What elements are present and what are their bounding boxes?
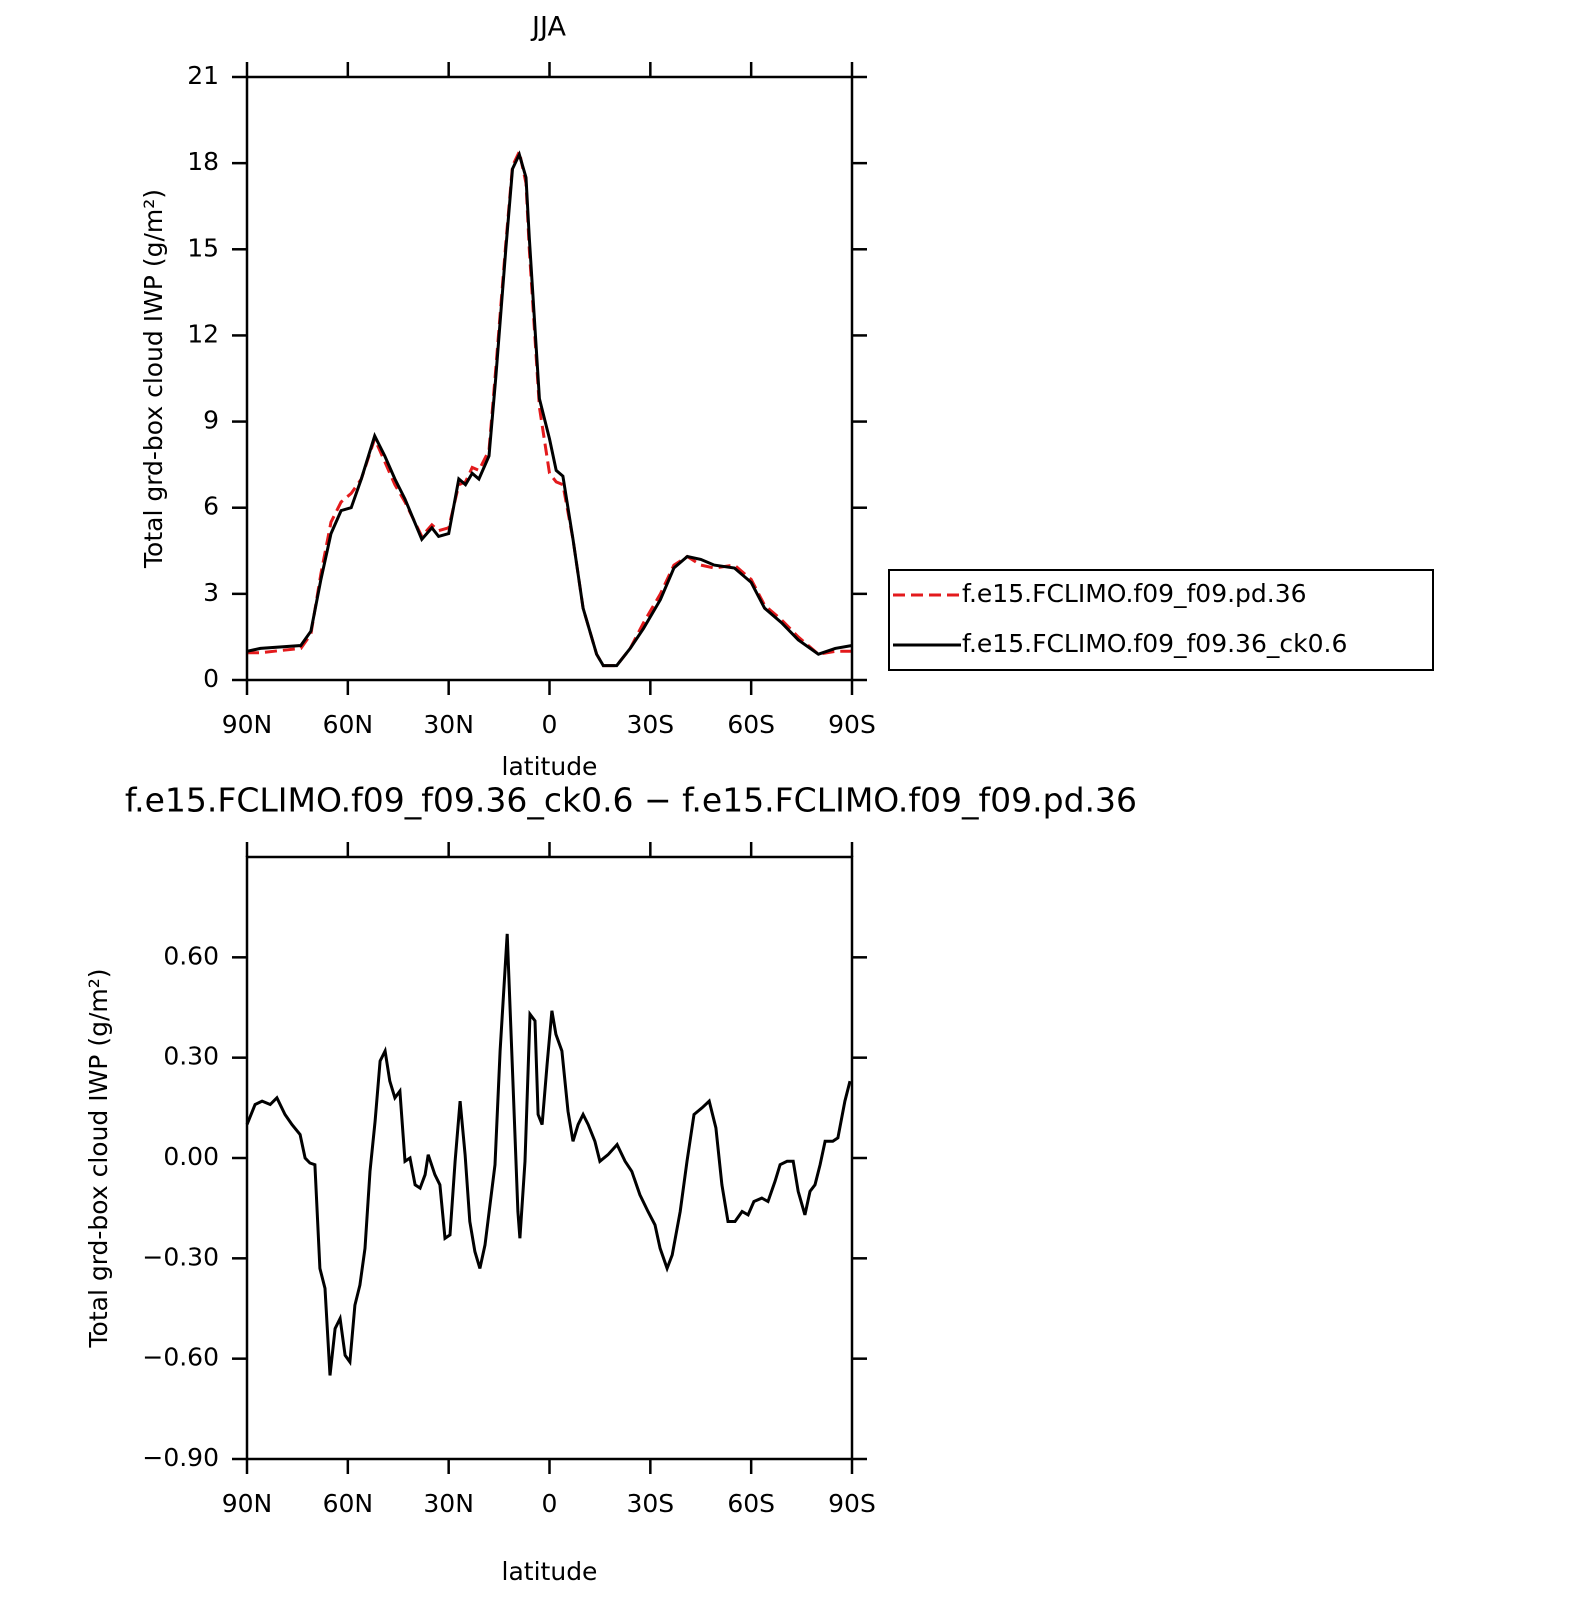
x-tick-label: 30S bbox=[626, 710, 674, 739]
y-tick-label: 9 bbox=[203, 406, 219, 435]
plot-frame bbox=[245, 855, 854, 1461]
y-tick-label: 6 bbox=[203, 492, 219, 521]
y-tick-label: 3 bbox=[203, 578, 219, 607]
y-tick-label: 12 bbox=[187, 319, 219, 348]
y-tick-label: 18 bbox=[187, 147, 219, 176]
x-tick-label: 60S bbox=[727, 1489, 775, 1518]
x-tick-label: 60N bbox=[323, 710, 374, 739]
legend-label: f.e15.FCLIMO.f09_f09.pd.36 bbox=[962, 579, 1307, 608]
legend-label: f.e15.FCLIMO.f09_f09.36_ck0.6 bbox=[962, 629, 1347, 658]
y-axis-label: Total grd-box cloud IWP (g/m²) bbox=[139, 189, 168, 569]
x-tick-label: 0 bbox=[542, 1489, 558, 1518]
x-tick-label: 30N bbox=[423, 1489, 474, 1518]
x-axis-label: latitude bbox=[502, 1557, 598, 1586]
x-tick-label: 90S bbox=[828, 1489, 876, 1518]
y-tick-label: 21 bbox=[187, 61, 219, 90]
x-tick-label: 30N bbox=[423, 710, 474, 739]
x-tick-label: 0 bbox=[542, 710, 558, 739]
y-tick-label: 15 bbox=[187, 233, 219, 262]
x-axis-label: latitude bbox=[502, 752, 598, 781]
y-tick-label: −0.30 bbox=[142, 1242, 219, 1271]
chart-title: f.e15.FCLIMO.f09_f09.36_ck0.6 − f.e15.FC… bbox=[125, 781, 1137, 820]
x-tick-label: 90N bbox=[222, 710, 273, 739]
y-tick-label: 0 bbox=[203, 664, 219, 693]
x-tick-label: 90S bbox=[828, 710, 876, 739]
x-tick-label: 60N bbox=[323, 1489, 374, 1518]
y-axis-label: Total grd-box cloud IWP (g/m²) bbox=[84, 968, 113, 1348]
data-line bbox=[247, 147, 852, 668]
y-tick-label: 0.60 bbox=[163, 941, 219, 970]
legend-box bbox=[888, 569, 1434, 671]
y-tick-label: −0.90 bbox=[142, 1443, 219, 1472]
x-tick-label: 30S bbox=[626, 1489, 674, 1518]
x-tick-label: 90N bbox=[222, 1489, 273, 1518]
plot-frame bbox=[245, 75, 854, 682]
y-tick-label: −0.60 bbox=[142, 1343, 219, 1372]
data-line bbox=[246, 150, 853, 668]
data-line bbox=[245, 933, 852, 1376]
y-tick-label: 0.30 bbox=[163, 1042, 219, 1071]
y-tick-label: 0.00 bbox=[163, 1142, 219, 1171]
chart-title: JJA bbox=[530, 12, 566, 43]
x-tick-label: 60S bbox=[727, 710, 775, 739]
